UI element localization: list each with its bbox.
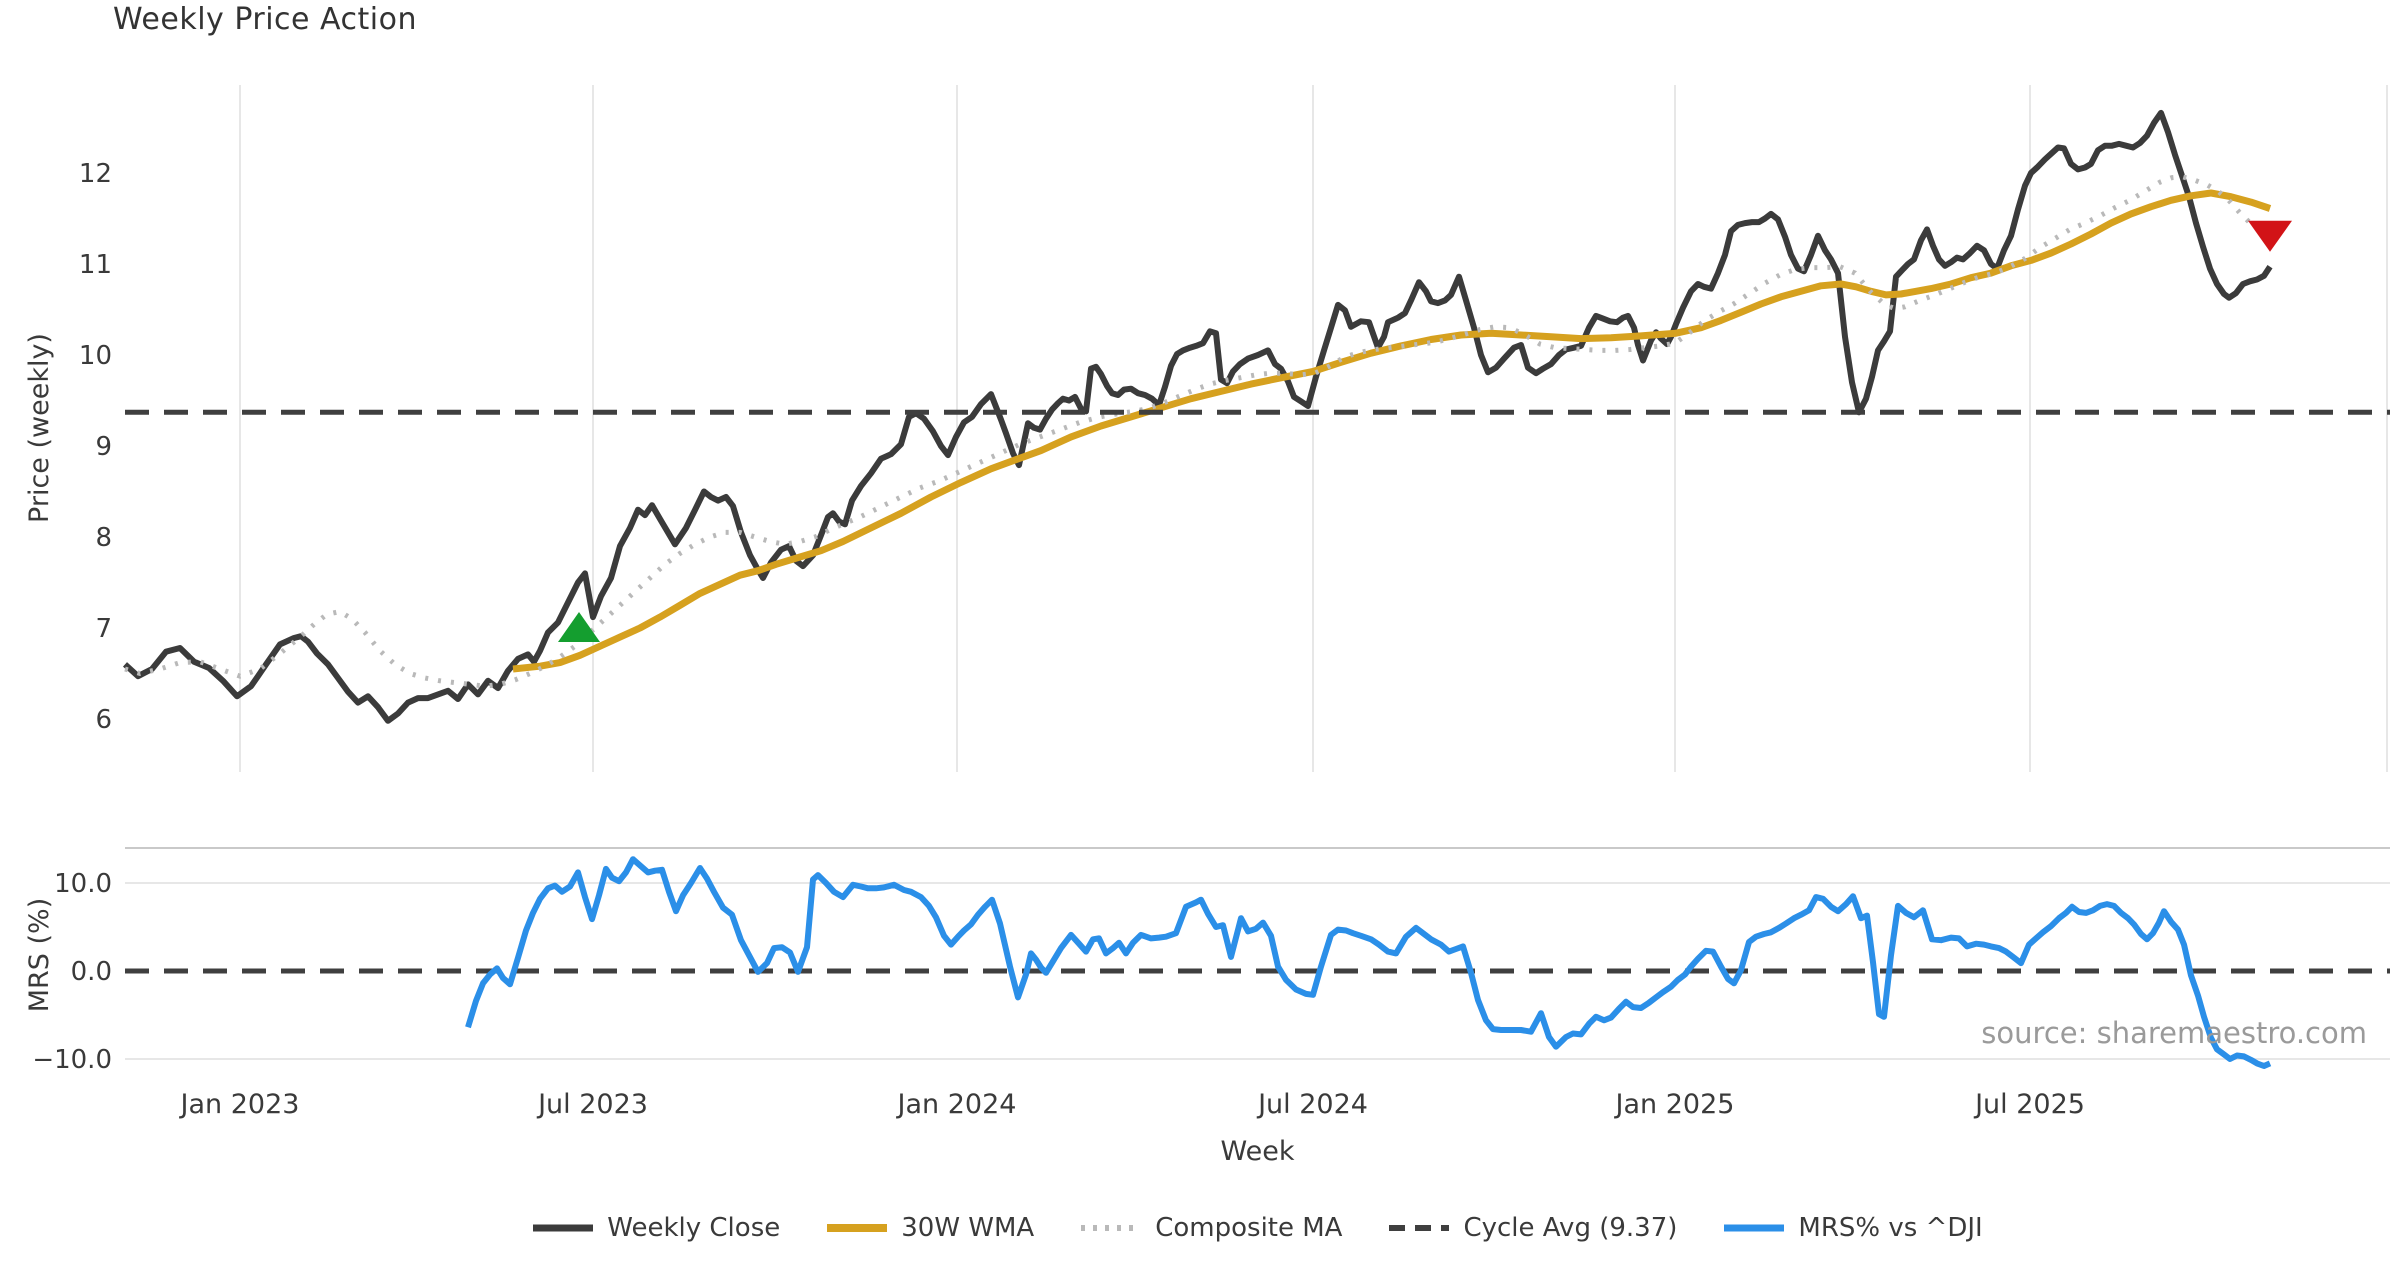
price-tick-label: 12 xyxy=(79,159,112,189)
legend-item-30w-wma: 30W WMA xyxy=(826,1213,1034,1243)
legend-label: Cycle Avg (9.37) xyxy=(1463,1213,1678,1243)
price-panel-series xyxy=(122,109,2390,724)
x-tick-label: Jan 2025 xyxy=(1614,1089,1735,1120)
axis-labels: Price (weekly) MRS (%) Week xyxy=(24,333,1295,1167)
legend-swatch-icon xyxy=(1389,1225,1450,1231)
sell-signal-marker-icon xyxy=(2248,220,2292,252)
price-panel-gridlines xyxy=(239,85,2388,772)
price-tick-label: 10 xyxy=(79,341,112,371)
price-tick-label: 7 xyxy=(95,614,112,644)
series-composite-ma xyxy=(124,174,2254,689)
legend-label: Composite MA xyxy=(1155,1213,1343,1243)
legend-swatch-icon xyxy=(1724,1224,1785,1232)
x-tick-label: Jan 2023 xyxy=(179,1089,300,1120)
mrs-tick-label: −10.0 xyxy=(32,1045,112,1075)
chart-legend: Weekly Close 30W WMA Composite MA Cycle Avg… xyxy=(125,1203,2390,1253)
legend-swatch-icon xyxy=(827,1224,888,1232)
legend-label: Weekly Close xyxy=(607,1213,781,1243)
price-tick-label: 11 xyxy=(79,250,112,280)
mrs-tick-label: 0.0 xyxy=(71,957,112,987)
series-mrs xyxy=(465,856,2272,1069)
x-tick-label: Jul 2024 xyxy=(1256,1089,1368,1120)
signal-markers xyxy=(558,220,2292,642)
price-axis-title: Price (weekly) xyxy=(24,333,55,523)
source-note: source: sharemaestro.com xyxy=(1981,1016,2367,1050)
x-axis-title: Week xyxy=(1221,1136,1295,1167)
legend-item-weekly-close: Weekly Close xyxy=(532,1213,780,1243)
legend-item-composite-ma: Composite MA xyxy=(1080,1213,1342,1243)
legend-item-mrs-vs-dji: MRS% vs ^DJI xyxy=(1723,1213,1983,1243)
series-30w-wma xyxy=(512,189,2272,673)
price-tick-label: 6 xyxy=(95,705,112,735)
series-weekly-close xyxy=(122,109,2273,724)
x-tick-label: Jul 2025 xyxy=(1973,1089,2085,1120)
price-axis-ticks: 6 7 8 9 10 11 12 xyxy=(79,159,112,735)
buy-signal-marker-icon xyxy=(558,612,600,642)
mrs-panel-gridlines xyxy=(125,847,2390,1060)
legend-swatch-icon xyxy=(1081,1225,1142,1231)
legend-swatch-icon xyxy=(533,1224,594,1232)
mrs-tick-label: 10.0 xyxy=(54,869,112,899)
mrs-panel-series xyxy=(465,856,2272,1069)
x-tick-label: Jul 2023 xyxy=(536,1089,648,1120)
price-tick-label: 9 xyxy=(95,432,112,462)
chart-title: Weekly Price Action xyxy=(113,2,417,37)
mrs-axis-title: MRS (%) xyxy=(24,898,55,1013)
price-tick-label: 8 xyxy=(95,523,112,553)
legend-label: 30W WMA xyxy=(901,1213,1035,1243)
legend-label: MRS% vs ^DJI xyxy=(1798,1213,1983,1243)
x-tick-label: Jan 2024 xyxy=(896,1089,1017,1120)
mrs-axis-ticks: 10.0 0.0 −10.0 Jan 2023 Jul 2023 Jan 2024 Jul … xyxy=(32,869,2085,1120)
legend-item-cycle-avg-9-37-: Cycle Avg (9.37) xyxy=(1388,1213,1677,1243)
